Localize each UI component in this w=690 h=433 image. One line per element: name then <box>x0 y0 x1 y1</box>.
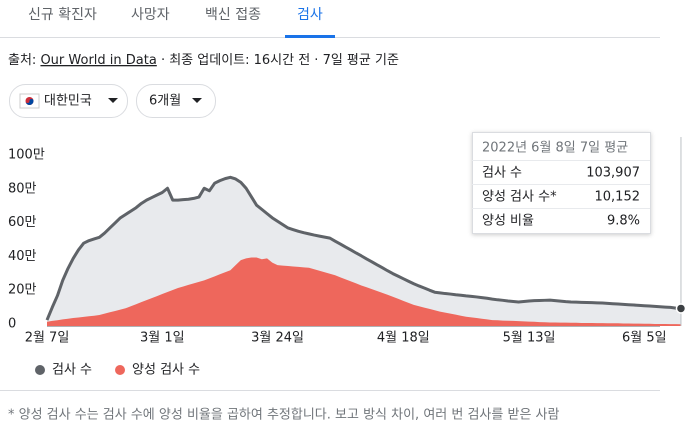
x-tick-label: 6월 5일 <box>622 331 667 346</box>
source-prefix: 출처: <box>8 53 36 68</box>
flag-icon-circle-lower <box>25 99 34 105</box>
period-dropdown[interactable] <box>136 84 216 118</box>
footnote: * 양성 검사 수는 검사 수에 양성 비율을 곱하여 추정합니다. 보고 방식… <box>8 408 559 423</box>
legend-swatch <box>115 365 126 375</box>
tab-indicator <box>285 35 335 38</box>
x-tick-label: 3월 24일 <box>251 331 304 346</box>
tab[interactable]: 사망자 <box>131 7 170 23</box>
y-tick-label: 100만 <box>8 148 45 163</box>
period-label: 6개월 <box>149 94 181 109</box>
y-tick-label: 0 <box>8 317 16 332</box>
tooltip-value: 103,907 <box>586 166 640 181</box>
x-tick-label: 3월 1일 <box>140 331 185 346</box>
x-tick-label: 4월 18일 <box>377 331 430 346</box>
hover-point <box>675 303 687 314</box>
source-line: 출처: Our World in Data · 최종 업데이트: 16시간 전 … <box>8 53 399 68</box>
tab[interactable]: 백신 접종 <box>205 7 261 23</box>
tooltip-title: 2022년 6월 8일 7일 평균 <box>482 141 628 156</box>
tab-active[interactable]: 검사 <box>297 7 323 23</box>
area <box>47 257 681 326</box>
source-suffix: · 최종 업데이트: 16시간 전 · 7일 평균 기준 <box>161 53 399 68</box>
dropdown-arrow <box>108 98 118 103</box>
y-tick-label: 40만 <box>8 249 37 264</box>
country-label: 대한민국 <box>44 94 92 109</box>
line <box>45 175 682 321</box>
country-dropdown[interactable] <box>9 84 128 118</box>
tooltip-label: 검사 수 <box>482 166 522 181</box>
y-tick-label: 80만 <box>8 181 37 196</box>
y-tick-label: 20만 <box>8 283 37 298</box>
tooltip-value: 9.8% <box>607 214 640 229</box>
tooltip-value: 10,152 <box>595 190 641 205</box>
y-tick-label: 60만 <box>8 215 37 230</box>
source-link[interactable]: Our World in Data <box>40 53 156 68</box>
tooltip-label: 양성 비율 <box>482 214 534 229</box>
chart: 0 20만 40만 60만 80만 100만 2월 7일 3월 1일 3월 24일 4월 18일 5… <box>8 137 687 378</box>
legend-swatch <box>35 365 45 375</box>
legend-label: 검사 수 <box>52 363 92 378</box>
tooltip-label: 양성 검사 수* <box>482 190 557 205</box>
tooltip <box>472 132 651 234</box>
dropdown-arrow <box>192 98 202 103</box>
x-tick-label: 2월 7일 <box>25 331 70 346</box>
legend-label: 양성 검사 수 <box>132 363 200 378</box>
tab[interactable]: 신규 확진자 <box>28 7 97 23</box>
x-tick-label: 5월 13일 <box>503 331 556 346</box>
